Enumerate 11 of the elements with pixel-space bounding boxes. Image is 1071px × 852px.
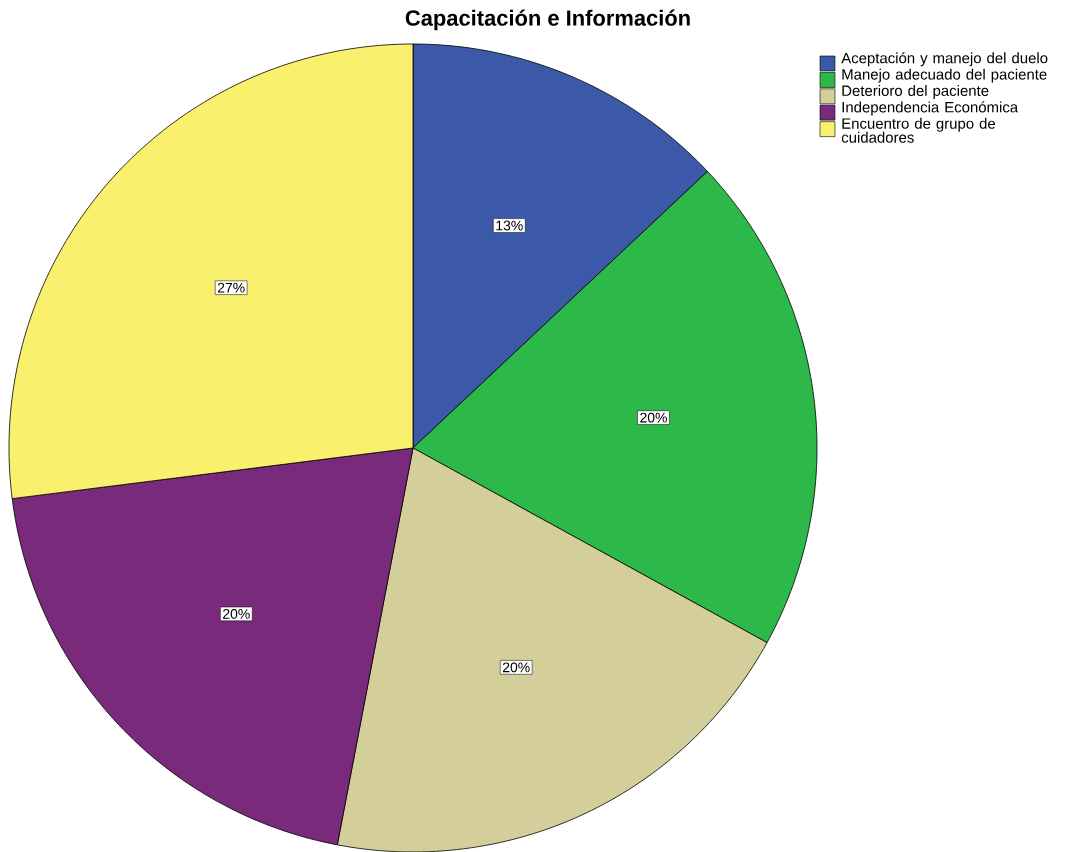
legend-label: Independencia Económica <box>842 101 1019 116</box>
data-label: 13% <box>496 220 523 231</box>
chart-title: Capacitación e Información <box>405 9 690 31</box>
data-label: 27% <box>217 282 245 293</box>
data-label: 20% <box>502 662 530 673</box>
data-label: 20% <box>223 608 250 619</box>
data-label: 20% <box>640 412 667 423</box>
legend-label: Deterioro del paciente <box>842 85 989 99</box>
legend-label: Manejo adecuado del paciente <box>842 68 1047 83</box>
legend-label: Aceptación y manejo del duelo <box>841 52 1048 67</box>
legend-label: Encuentro de grupo de cuidadores <box>841 117 996 143</box>
